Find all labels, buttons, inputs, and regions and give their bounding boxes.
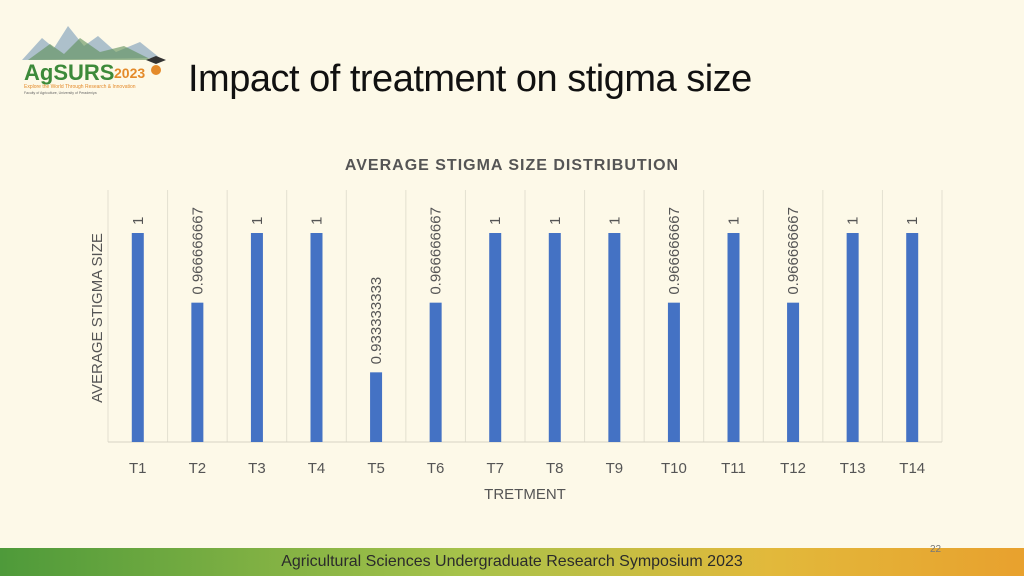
footer-bar: Agricultural Sciences Undergraduate Rese… xyxy=(0,548,1024,576)
logo-year: 2023 xyxy=(114,65,145,81)
data-label-t1: 1 xyxy=(130,217,147,225)
bar-t1 xyxy=(131,233,144,442)
data-label-t5: 0.933333333 xyxy=(368,277,385,365)
x-tick-label-t3: T3 xyxy=(248,460,266,477)
bar-t8 xyxy=(548,233,561,442)
logo-tagline: Explore the World Through Research & Inn… xyxy=(24,84,136,90)
bar-t3 xyxy=(250,233,263,442)
data-label-t9: 1 xyxy=(606,217,623,225)
bar-t13 xyxy=(846,233,859,442)
data-label-t8: 1 xyxy=(547,217,564,225)
footer-text: Agricultural Sciences Undergraduate Rese… xyxy=(281,553,743,570)
data-label-t7: 1 xyxy=(487,217,504,225)
y-axis-label: AVERAGE STIGMA SIZE xyxy=(89,233,106,403)
x-tick-label-t5: T5 xyxy=(367,460,385,477)
data-label-t13: 1 xyxy=(845,217,862,225)
data-label-t3: 1 xyxy=(249,217,266,225)
x-tick-label-t14: T14 xyxy=(899,460,925,477)
x-tick-label-t12: T12 xyxy=(780,460,806,477)
data-label-t6: 0.966666667 xyxy=(428,207,445,295)
x-tick-label-t7: T7 xyxy=(486,460,504,477)
chart-title: AVERAGE STIGMA SIZE DISTRIBUTION xyxy=(345,157,679,174)
x-tick-label-t9: T9 xyxy=(606,460,624,477)
logo-name: AgSURS xyxy=(24,60,114,85)
bar-t14 xyxy=(906,233,919,442)
bar-t11 xyxy=(727,233,740,442)
logo-subtagline: Faculty of Agriculture, University of Pe… xyxy=(24,91,97,95)
agsurs-logo: AgSURS 2023 Explore the World Through Re… xyxy=(22,26,166,95)
bar-t9 xyxy=(608,233,621,442)
slide-title: Impact of treatment on stigma size xyxy=(188,58,752,100)
bar-t2 xyxy=(191,302,204,442)
x-tick-label-t4: T4 xyxy=(308,460,326,477)
data-label-t11: 1 xyxy=(726,217,743,225)
graduate-cap-icon xyxy=(146,56,166,75)
bar-t5 xyxy=(370,372,383,442)
x-tick-label-t11: T11 xyxy=(721,460,746,477)
bar-t10 xyxy=(667,302,680,442)
x-axis-label: TRETMENT xyxy=(484,486,566,503)
logo-mountains-front xyxy=(28,38,152,60)
data-label-t14: 1 xyxy=(904,217,921,225)
data-label-t2: 0.966666667 xyxy=(189,207,206,295)
x-tick-label-t10: T10 xyxy=(661,460,687,477)
x-tick-label-t6: T6 xyxy=(427,460,445,477)
bar-t12 xyxy=(787,302,800,442)
x-tick-label-t2: T2 xyxy=(189,460,207,477)
bar-t4 xyxy=(310,233,323,442)
x-tick-label-t8: T8 xyxy=(546,460,564,477)
x-tick-label-t1: T1 xyxy=(129,460,147,477)
page-number: 22 xyxy=(930,544,942,555)
x-tick-label-t13: T13 xyxy=(840,460,866,477)
bar-t7 xyxy=(489,233,502,442)
bar-t6 xyxy=(429,302,442,442)
data-label-t10: 0.966666667 xyxy=(666,207,683,295)
data-label-t4: 1 xyxy=(309,217,326,225)
data-label-t12: 0.966666667 xyxy=(785,207,802,295)
